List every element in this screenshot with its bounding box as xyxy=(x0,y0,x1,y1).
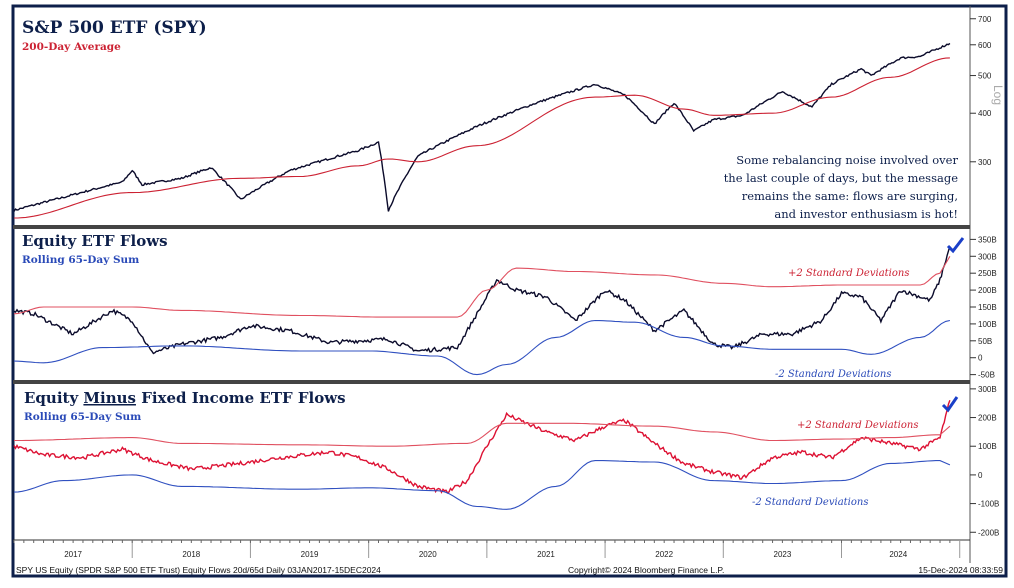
annotation-line-4: and investor enthusiasm is hot! xyxy=(774,207,958,221)
y-tick-label: -200B xyxy=(978,528,999,537)
y-tick-label: 100B xyxy=(978,442,997,451)
y-tick-label: 300B xyxy=(978,385,997,394)
annotation-line-2: the last couple of days, but the message xyxy=(724,171,959,185)
panel3-lower-band-label: -2 Standard Deviations xyxy=(752,497,868,508)
series-line-200-day-average xyxy=(14,57,950,219)
y-tick-label: 500 xyxy=(978,72,992,81)
y-tick-label: 600 xyxy=(978,41,992,50)
y-tick-label: 300 xyxy=(978,158,992,167)
panel2-subtitle: Rolling 65-Day Sum xyxy=(22,254,139,266)
panel3-subtitle: Rolling 65-Day Sum xyxy=(24,411,141,423)
y-tick-label: 0 xyxy=(978,471,983,480)
x-tick-label: 2021 xyxy=(537,550,555,559)
series-line-equity-etf-flows xyxy=(13,245,951,355)
y-tick-label: 200B xyxy=(978,414,997,423)
x-tick-label: 2023 xyxy=(774,550,792,559)
footer-left: SPY US Equity (SPDR S&P 500 ETF Trust) E… xyxy=(16,565,381,575)
log-scale-label: Log xyxy=(991,85,1005,105)
panel-divider-1 xyxy=(13,225,970,229)
checkmark-icon xyxy=(941,396,959,413)
panel2-lower-band-label: -2 Standard Deviations xyxy=(775,369,891,380)
panel1-subtitle: 200-Day Average xyxy=(22,41,121,53)
panel3-upper-band-label: +2 Standard Deviations xyxy=(797,420,918,431)
outer-frame xyxy=(11,4,1008,578)
panel1-title: S&P 500 ETF (SPY) xyxy=(22,18,207,38)
y-tick-label: -100B xyxy=(978,500,999,509)
y-tick-label: 100B xyxy=(978,320,997,329)
panel-divider-2 xyxy=(13,380,970,384)
annotation-line-1: Some rebalancing noise involved over xyxy=(736,153,958,167)
y-tick-label: 250B xyxy=(978,269,997,278)
y-tick-label: 350B xyxy=(978,235,997,244)
footer-timestamp: 15-Dec-2024 08:33:59 xyxy=(918,565,1003,575)
series-line--2-standard-deviations xyxy=(13,460,951,510)
y-tick-label: 0 xyxy=(978,354,983,363)
series-line--2-standard-deviations xyxy=(13,319,951,376)
x-tick-label: 2024 xyxy=(889,550,907,559)
panel2-upper-band-label: +2 Standard Deviations xyxy=(788,268,909,279)
footer-copyright: Copyright© 2024 Bloomberg Finance L.P. xyxy=(568,565,724,575)
x-tick-label: 2019 xyxy=(301,550,319,559)
x-tick-label: 2017 xyxy=(64,550,82,559)
x-tick-label: 2018 xyxy=(182,550,200,559)
checkmark-icon xyxy=(946,237,965,254)
panel2-title: Equity ETF Flows xyxy=(22,232,168,250)
panel3-title-prefix: Equity xyxy=(24,389,83,407)
x-tick-label: 2022 xyxy=(655,550,673,559)
series-line--2-standard-deviations xyxy=(14,422,951,447)
series-line-spy xyxy=(13,42,951,212)
series-line--2-standard-deviations xyxy=(13,256,951,318)
y-tick-label: 150B xyxy=(978,303,997,312)
y-tick-label: -50B xyxy=(978,371,995,380)
x-tick-label: 2020 xyxy=(419,550,437,559)
y-tick-label: 300B xyxy=(978,252,997,261)
panel3-title-suffix: Fixed Income ETF Flows xyxy=(136,389,346,407)
series-line-equity-minus-fixed-income-etf-flows xyxy=(13,400,951,494)
annotation-line-3: remains the same: flows are surging, xyxy=(742,189,958,203)
y-tick-label: 400 xyxy=(978,109,992,118)
y-tick-label: 200B xyxy=(978,286,997,295)
y-tick-label: 50B xyxy=(978,337,992,346)
y-tick-label: 700 xyxy=(978,15,992,24)
panel3-title: Equity Minus Fixed Income ETF Flows xyxy=(24,389,346,407)
panel3-title-underlined: Minus xyxy=(83,389,136,407)
